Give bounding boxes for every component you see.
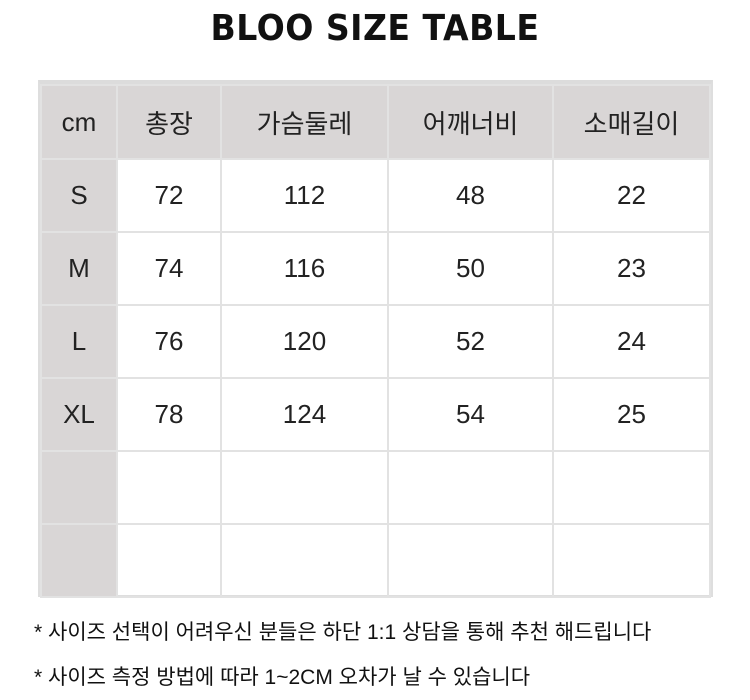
size-label-cell — [40, 523, 118, 598]
column-header: 소매길이 — [552, 84, 711, 160]
column-header: 어깨너비 — [387, 84, 554, 160]
measurement-cell: 52 — [387, 304, 554, 379]
measurement-cell — [220, 450, 389, 525]
table-row: XL 78 124 54 25 — [40, 377, 711, 452]
size-label-cell: L — [40, 304, 118, 379]
size-label-cell: XL — [40, 377, 118, 452]
measurement-cell — [552, 450, 711, 525]
measurement-cell: 24 — [552, 304, 711, 379]
measurement-cell: 54 — [387, 377, 554, 452]
measurement-cell — [116, 523, 222, 598]
measurement-cell: 76 — [116, 304, 222, 379]
size-label-cell: M — [40, 231, 118, 306]
measurement-cell: 74 — [116, 231, 222, 306]
measurement-cell: 78 — [116, 377, 222, 452]
measurement-cell: 22 — [552, 158, 711, 233]
table-row: M 74 116 50 23 — [40, 231, 711, 306]
column-header: cm — [40, 84, 118, 160]
measurement-cell: 112 — [220, 158, 389, 233]
table-row: S 72 112 48 22 — [40, 158, 711, 233]
measurement-cell — [116, 450, 222, 525]
measurement-cell: 72 — [116, 158, 222, 233]
measurement-cell: 50 — [387, 231, 554, 306]
size-label-cell — [40, 450, 118, 525]
measurement-cell — [552, 523, 711, 598]
measurement-cell: 120 — [220, 304, 389, 379]
column-header: 가슴둘레 — [220, 84, 389, 160]
measurement-cell — [220, 523, 389, 598]
column-header: 총장 — [116, 84, 222, 160]
size-table: cm 총장 가슴둘레 어깨너비 소매길이 S 72 112 48 22 M 74 116 50 23 L 76 1… — [38, 80, 713, 598]
table-row — [40, 523, 711, 598]
measurement-cell: 124 — [220, 377, 389, 452]
table-row — [40, 450, 711, 525]
table-row: L 76 120 52 24 — [40, 304, 711, 379]
note-size-recommendation: * 사이즈 선택이 어려우신 분들은 하단 1:1 상담을 통해 추천 해드립니… — [34, 621, 652, 644]
measurement-cell: 23 — [552, 231, 711, 306]
measurement-cell — [387, 523, 554, 598]
measurement-cell: 25 — [552, 377, 711, 452]
measurement-cell — [387, 450, 554, 525]
note-measurement-tolerance: * 사이즈 측정 방법에 따라 1~2CM 오차가 날 수 있습니다 — [34, 666, 531, 689]
table-header-row: cm 총장 가슴둘레 어깨너비 소매길이 — [40, 84, 711, 160]
measurement-cell: 48 — [387, 158, 554, 233]
measurement-cell: 116 — [220, 231, 389, 306]
size-label-cell: S — [40, 158, 118, 233]
page-title: BLOO SIZE TABLE — [210, 8, 540, 49]
